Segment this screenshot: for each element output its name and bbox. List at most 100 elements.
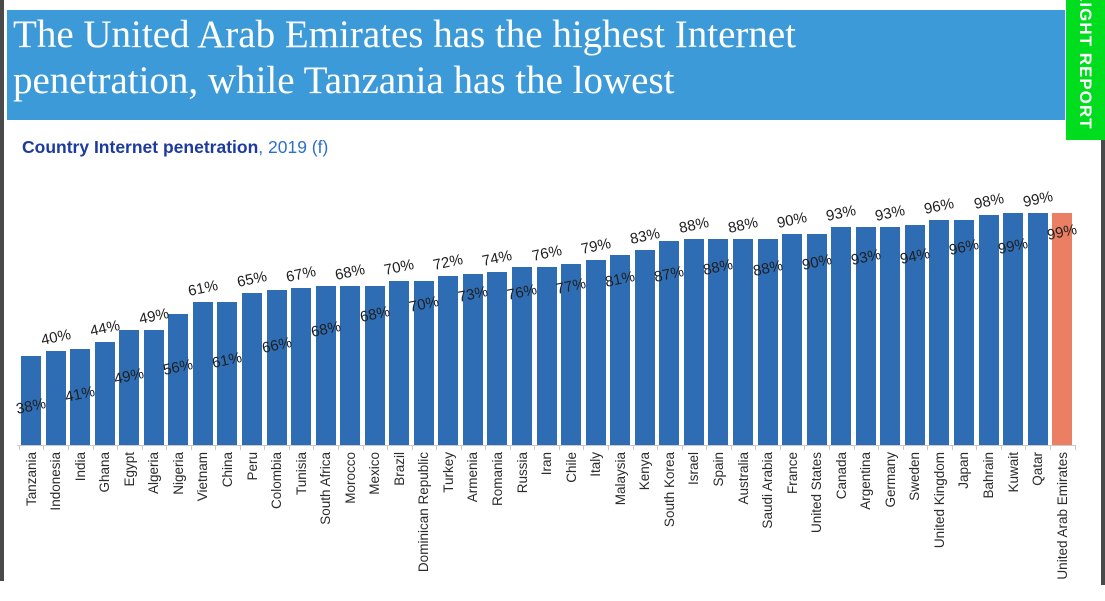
bar-brazil <box>389 280 410 446</box>
x-axis-tick <box>828 446 830 450</box>
category-label-colombia: Colombia <box>269 452 284 510</box>
x-axis-tick <box>951 446 953 450</box>
category-label-mexico: Mexico <box>367 452 383 495</box>
bar-australia <box>733 238 753 445</box>
bar-vietnam <box>192 302 213 445</box>
x-axis-tick <box>509 446 511 450</box>
x-axis-tick <box>362 446 364 450</box>
category-label-armenia: Armenia <box>465 452 481 503</box>
bar-united-states <box>806 233 827 445</box>
category-label-argentina: Argentina <box>858 452 874 510</box>
x-axis-tick <box>264 446 266 450</box>
category-label-russia: Russia <box>514 452 530 494</box>
bar-spain <box>708 238 729 445</box>
value-label-peru: 65% <box>235 267 269 291</box>
category-label-dominican-republic: Dominican Republic <box>416 452 432 573</box>
bar-tanzania <box>21 355 41 445</box>
x-axis-tick <box>117 446 118 450</box>
x-axis-tick <box>681 446 683 450</box>
x-axis-tick <box>92 446 94 450</box>
report-side-tab-label: LIGHT REPORT <box>1076 0 1095 130</box>
x-axis-tick <box>215 446 217 450</box>
report-side-tab[interactable]: LIGHT REPORT <box>1066 0 1105 140</box>
x-axis-tick <box>632 446 634 450</box>
bar-iran <box>536 266 557 445</box>
x-axis-tick <box>657 446 659 450</box>
value-label-bahrain: 98% <box>972 190 1005 214</box>
category-label-germany: Germany <box>882 452 898 508</box>
category-label-nigeria: Nigeria <box>170 452 186 495</box>
value-label-australia: 88% <box>726 213 760 237</box>
value-label-iran: 76% <box>530 241 564 265</box>
bar-canada <box>831 226 852 445</box>
x-axis-tick <box>878 446 879 450</box>
x-axis-tick <box>288 446 290 450</box>
headline-line2: penetration, while Tanzania has the lowe… <box>13 59 675 102</box>
bar-saudi-arabia <box>757 238 778 445</box>
value-label-united-kingdom: 96% <box>922 194 956 218</box>
category-label-israel: Israel <box>686 452 702 486</box>
x-axis-tick <box>1025 446 1027 450</box>
bar-dominican-republic <box>413 280 434 446</box>
bar-france <box>782 233 803 445</box>
x-axis-tick <box>608 446 609 450</box>
chart-title: Country Internet penetration, 2019 (f) <box>22 137 328 158</box>
bar-india <box>70 348 91 445</box>
value-label-brazil: 70% <box>382 255 416 279</box>
bar-colombia <box>266 290 287 445</box>
category-label-indonesia: Indonesia <box>48 452 63 511</box>
category-label-vietnam: Vietnam <box>195 452 211 502</box>
bar-nigeria <box>168 313 189 445</box>
x-axis-tick <box>67 446 69 450</box>
category-label-spain: Spain <box>710 452 726 487</box>
category-label-brazil: Brazil <box>391 452 407 486</box>
bar-italy <box>585 259 606 445</box>
category-label-kuwait: Kuwait <box>1005 452 1021 493</box>
chart-title-year: , 2019 (f) <box>258 137 329 157</box>
category-label-sweden: Sweden <box>907 452 923 501</box>
value-label-israel: 88% <box>677 213 711 237</box>
category-label-algeria: Algeria <box>146 452 162 495</box>
bar-algeria <box>143 330 164 445</box>
x-axis-tick <box>436 446 438 450</box>
category-label-malaysia: Malaysia <box>612 452 628 506</box>
value-label-germany: 93% <box>873 201 907 225</box>
category-label-peru: Peru <box>244 452 260 481</box>
bar-south-korea <box>659 241 680 445</box>
right-window-border <box>1101 140 1105 585</box>
bar-germany <box>880 226 901 445</box>
bar-sweden <box>904 224 925 445</box>
category-label-italy: Italy <box>588 452 604 477</box>
x-axis-tick <box>927 446 929 450</box>
x-axis-tick <box>534 446 536 450</box>
bar-turkey <box>438 276 459 445</box>
bar-ghana <box>94 341 115 445</box>
category-label-canada: Canada <box>833 452 849 500</box>
value-label-vietnam: 61% <box>186 277 220 300</box>
x-axis-tick <box>141 446 143 450</box>
headline-line1: The United Arab Emirates has the highest… <box>13 13 797 56</box>
bar-argentina <box>855 226 876 445</box>
category-label-morocco: Morocco <box>342 452 358 504</box>
bar-united-kingdom <box>929 219 950 445</box>
category-label-china: China <box>219 452 235 488</box>
bar-south-africa <box>315 285 336 445</box>
bar-japan <box>953 219 974 445</box>
bar-israel <box>683 238 704 445</box>
x-axis-tick <box>313 446 315 450</box>
x-axis-tick <box>239 446 241 450</box>
bar-romania <box>487 271 508 445</box>
bar-morocco <box>340 285 361 445</box>
headline-title: The United Arab Emirates has the highest… <box>13 12 796 104</box>
bar-kenya <box>634 250 655 445</box>
bar-united-arab-emirates <box>1052 212 1073 445</box>
x-axis-tick <box>730 446 732 450</box>
value-label-morocco: 68% <box>333 260 367 284</box>
value-label-turkey: 72% <box>431 251 465 275</box>
bar-russia <box>512 266 532 445</box>
x-axis-tick <box>43 446 45 450</box>
x-axis-tick <box>779 446 781 450</box>
category-label-united-kingdom: United Kingdom <box>931 452 947 549</box>
x-axis-tick <box>411 446 413 450</box>
